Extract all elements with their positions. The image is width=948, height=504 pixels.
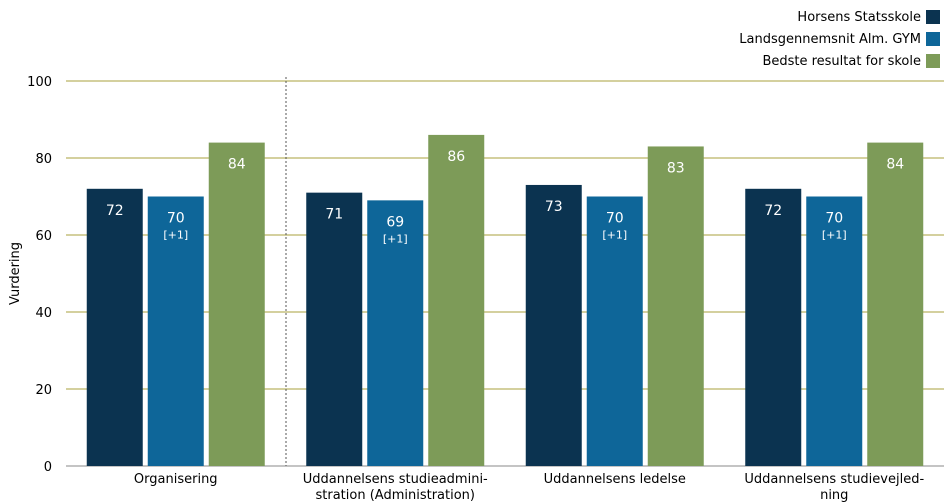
bar xyxy=(867,142,924,466)
x-category-label: stration (Administration) xyxy=(316,488,476,503)
legend-label: Landsgennemsnit Alm. GYM xyxy=(739,31,921,47)
bar xyxy=(306,192,363,466)
x-category-label: Organisering xyxy=(134,472,218,487)
bar-value-label: 70 xyxy=(606,211,624,227)
bar xyxy=(367,200,424,466)
y-tick-label: 80 xyxy=(35,152,52,167)
bar xyxy=(806,196,863,466)
x-category-label: Uddannelsens studieadmini- xyxy=(303,472,488,487)
y-tick-label: 0 xyxy=(44,460,52,475)
legend-swatch xyxy=(926,54,940,68)
bar xyxy=(428,134,485,466)
y-tick-label: 20 xyxy=(35,383,52,398)
y-tick-label: 100 xyxy=(27,75,52,90)
bar-value-label: 83 xyxy=(667,160,685,176)
bar-change-label: [+1] xyxy=(602,229,627,242)
bar-value-label: 73 xyxy=(545,199,563,215)
legend-label: Horsens Statsskole xyxy=(797,9,921,25)
legend-swatch xyxy=(926,10,940,24)
bar-value-label: 72 xyxy=(764,203,782,219)
y-axis-title: Vurdering xyxy=(8,242,23,305)
bar-change-label: [+1] xyxy=(163,229,188,242)
legend-item-horsens: Horsens Statsskole xyxy=(739,6,940,28)
x-category-label: Uddannelsens studievejled- xyxy=(744,472,924,487)
bar-value-label: 86 xyxy=(447,149,465,165)
y-tick-label: 40 xyxy=(35,306,52,321)
bar-value-label: 69 xyxy=(386,214,404,230)
legend-swatch xyxy=(926,32,940,46)
bar xyxy=(525,184,582,466)
bar-value-label: 71 xyxy=(325,207,343,223)
bar xyxy=(745,188,802,467)
chart-legend: Horsens Statsskole Landsgennemsnit Alm. … xyxy=(739,6,940,72)
bar-change-label: [+1] xyxy=(383,232,408,245)
bar-value-label: 72 xyxy=(106,203,124,219)
bar-change-label: [+1] xyxy=(822,229,847,242)
legend-item-landsgennemsnit: Landsgennemsnit Alm. GYM xyxy=(739,28,940,50)
bar-value-label: 84 xyxy=(886,157,904,173)
bar-value-label: 84 xyxy=(228,157,246,173)
bar xyxy=(586,196,643,466)
legend-item-bedste: Bedste resultat for skole xyxy=(739,50,940,72)
bar xyxy=(647,146,704,466)
bar xyxy=(86,188,143,467)
bar-value-label: 70 xyxy=(167,211,185,227)
legend-label: Bedste resultat for skole xyxy=(762,53,921,69)
bar-value-label: 70 xyxy=(825,211,843,227)
y-tick-label: 60 xyxy=(35,229,52,244)
bar xyxy=(147,196,204,466)
x-category-label: ning xyxy=(820,488,848,503)
x-category-label: Uddannelsens ledelse xyxy=(544,472,686,487)
bar xyxy=(208,142,265,466)
